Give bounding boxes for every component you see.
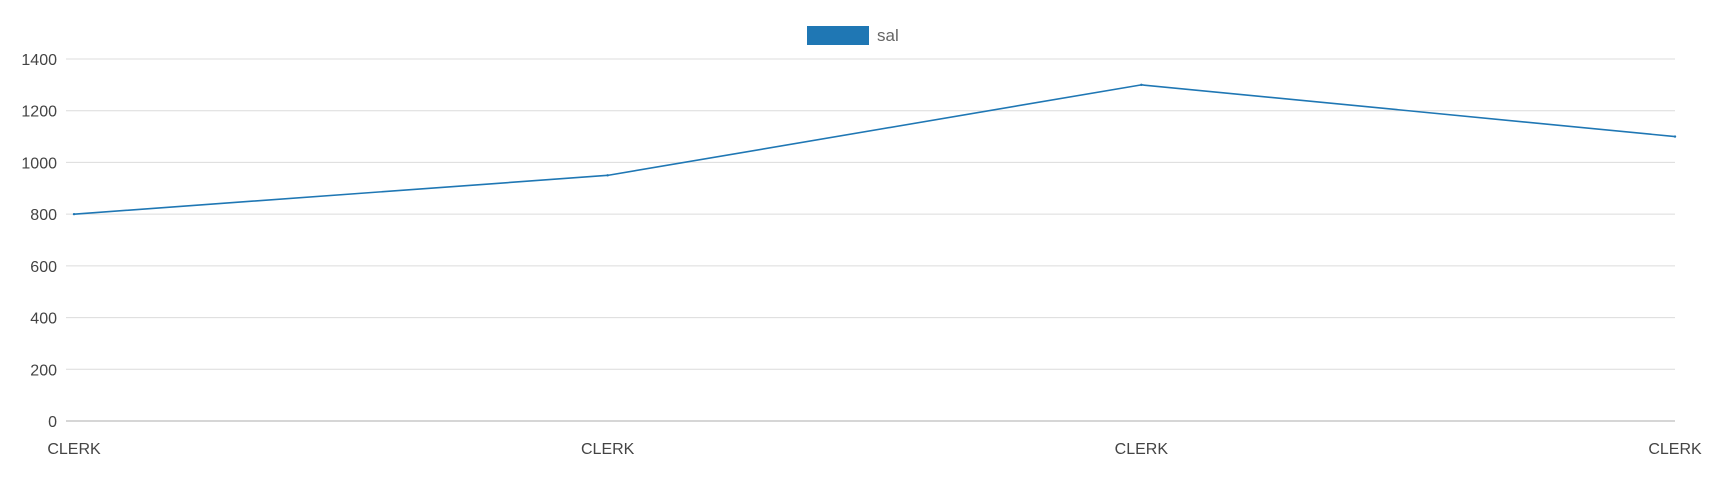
data-point[interactable] — [1140, 83, 1143, 87]
legend-swatch-sal — [807, 26, 869, 45]
data-point[interactable] — [1673, 135, 1677, 138]
y-tick-label: 200 — [30, 362, 57, 379]
legend-label-sal: sal — [877, 26, 899, 45]
y-tick-label: 1400 — [21, 52, 57, 69]
x-tick-label: CLERK — [581, 441, 635, 458]
y-axis-tick-labels: 0 200 400 600 800 1000 1200 1400 — [21, 52, 57, 431]
data-point[interactable] — [606, 174, 609, 177]
x-tick-label: CLERK — [1115, 441, 1169, 458]
data-point[interactable] — [72, 212, 76, 216]
y-tick-label: 800 — [30, 207, 57, 224]
x-tick-label: CLERK — [1648, 441, 1702, 458]
y-tick-label: 0 — [48, 414, 57, 431]
y-tick-label: 1200 — [21, 104, 57, 121]
legend[interactable]: sal — [807, 26, 899, 45]
y-tick-label: 600 — [30, 259, 57, 276]
y-tick-label: 1000 — [21, 155, 57, 172]
series-layer — [72, 83, 1677, 216]
x-tick-label: CLERK — [47, 441, 101, 458]
y-tick-label: 400 — [30, 311, 57, 328]
x-axis-tick-labels: CLERK CLERK CLERK CLERK — [47, 441, 1702, 458]
series-line-sal[interactable] — [73, 84, 1676, 215]
y-gridlines — [66, 58, 1675, 422]
